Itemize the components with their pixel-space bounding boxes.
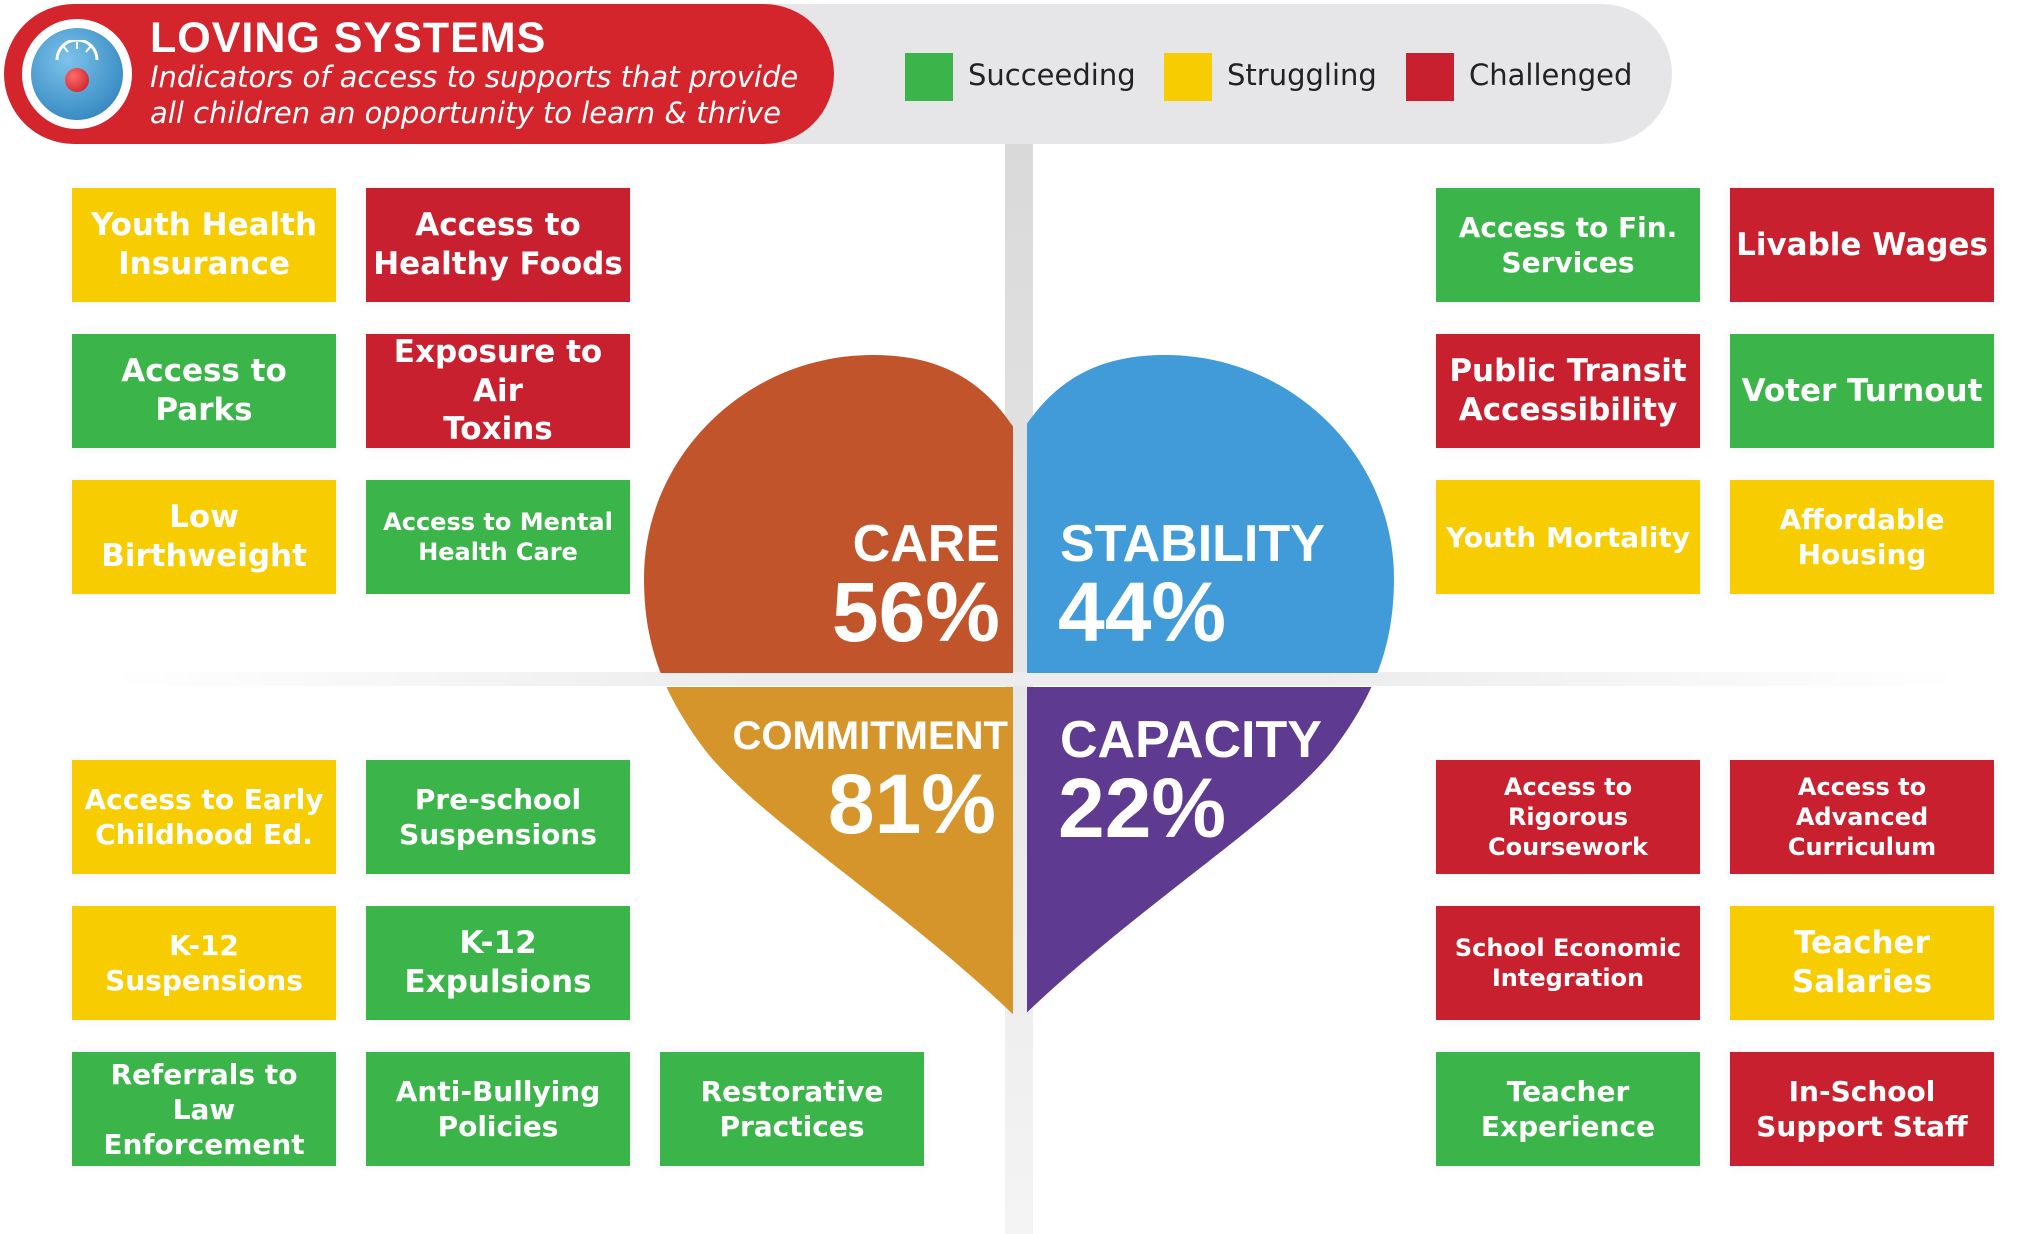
indicator-tile: Youth Mortality (1436, 480, 1700, 594)
stability-percent: 44% (1058, 565, 1227, 659)
indicator-label: K-12 Expulsions (404, 925, 592, 1000)
indicator-label: Low Birthweight (101, 499, 307, 574)
indicator-tile: Youth Health Insurance (72, 188, 336, 302)
stability-label: STABILITY (1060, 515, 1325, 573)
indicator-label: Affordable Housing (1779, 503, 1945, 571)
indicator-tile: School Economic Integration (1436, 906, 1700, 1020)
legend-swatch-struggling (1164, 53, 1212, 101)
indicator-tile: Access to Healthy Foods (366, 188, 630, 302)
indicator-label: Access to Advanced Curriculum (1787, 773, 1937, 861)
indicator-label: Access to Rigorous Coursework (1487, 773, 1649, 861)
indicator-tile: K-12 Expulsions (366, 906, 630, 1020)
indicator-tile: Exposure to Air Toxins (366, 334, 630, 448)
header-title-panel (4, 4, 834, 144)
indicator-label: Anti-Bullying Policies (395, 1075, 601, 1143)
gauge-needle-dot (65, 68, 89, 92)
indicator-label: Teacher Salaries (1791, 925, 1933, 1000)
indicator-label: Livable Wages (1736, 226, 1988, 263)
indicator-tile: Access to Advanced Curriculum (1730, 760, 1994, 874)
legend-label-succeeding: Succeeding (968, 58, 1136, 92)
page-subtitle-line1: Indicators of access to supports that pr… (150, 60, 799, 94)
care-percent: 56% (831, 565, 1000, 659)
indicator-label: Youth Health Insurance (90, 207, 318, 282)
indicator-tile: Access to Mental Health Care (366, 480, 630, 594)
indicator-label: In-School Support Staff (1756, 1075, 1968, 1143)
gauge-icon (22, 19, 132, 129)
indicator-tile: Restorative Practices (660, 1052, 924, 1166)
capacity-percent: 22% (1058, 761, 1227, 855)
legend-swatch-challenged (1406, 53, 1454, 101)
commitment-label: COMMITMENT (732, 714, 1008, 758)
page-title: LOVING SYSTEMS (150, 14, 547, 62)
indicator-tile: In-School Support Staff (1730, 1052, 1994, 1166)
indicator-label: Restorative Practices (700, 1075, 884, 1143)
indicator-label: Public Transit Accessibility (1449, 353, 1687, 428)
horizontal-divider (110, 672, 1960, 686)
indicator-label: Exposure to Air Toxins (393, 333, 603, 448)
indicator-label: Access to Mental Health Care (383, 508, 613, 566)
indicator-tile: Access to Fin. Services (1436, 188, 1700, 302)
indicator-tile: Pre-school Suspensions (366, 760, 630, 874)
indicator-label: Referrals to Law Enforcement (103, 1057, 305, 1161)
legend-label-struggling: Struggling (1227, 58, 1377, 92)
indicator-tile: Access to Parks (72, 334, 336, 448)
indicator-label: School Economic Integration (1454, 934, 1682, 992)
indicator-label: Pre-school Suspensions (399, 783, 597, 851)
indicator-tile: Teacher Salaries (1730, 906, 1994, 1020)
commitment-percent: 81% (827, 757, 996, 851)
indicator-label: Access to Fin. Services (1458, 211, 1678, 279)
legend-label-challenged: Challenged (1469, 58, 1633, 92)
legend-swatch-succeeding (905, 53, 953, 101)
gauge-ticks (55, 40, 99, 61)
indicator-tile: Affordable Housing (1730, 480, 1994, 594)
page-subtitle-line2: all children an opportunity to learn & t… (150, 96, 781, 130)
indicator-tile: Anti-Bullying Policies (366, 1052, 630, 1166)
indicator-label: Access to Healthy Foods (373, 207, 623, 282)
indicator-tile: Access to Rigorous Coursework (1436, 760, 1700, 874)
indicator-label: Youth Mortality (1446, 520, 1690, 554)
indicator-tile: Referrals to Law Enforcement (72, 1052, 336, 1166)
indicator-tile: Teacher Experience (1436, 1052, 1700, 1166)
indicator-label: K-12 Suspensions (105, 929, 303, 997)
care-label: CARE (852, 515, 1000, 573)
indicator-tile: Voter Turnout (1730, 334, 1994, 448)
indicator-tile: Low Birthweight (72, 480, 336, 594)
indicator-label: Teacher Experience (1480, 1075, 1656, 1143)
indicator-tile: Public Transit Accessibility (1436, 334, 1700, 448)
indicator-tile: Access to Early Childhood Ed. (72, 760, 336, 874)
indicator-tile: K-12 Suspensions (72, 906, 336, 1020)
indicator-label: Access to Early Childhood Ed. (84, 783, 324, 851)
indicator-label: Voter Turnout (1741, 372, 1983, 409)
gauge-dial (31, 28, 123, 120)
indicator-tile: Livable Wages (1730, 188, 1994, 302)
capacity-label: CAPACITY (1060, 711, 1322, 769)
indicator-label: Access to Parks (121, 353, 287, 428)
